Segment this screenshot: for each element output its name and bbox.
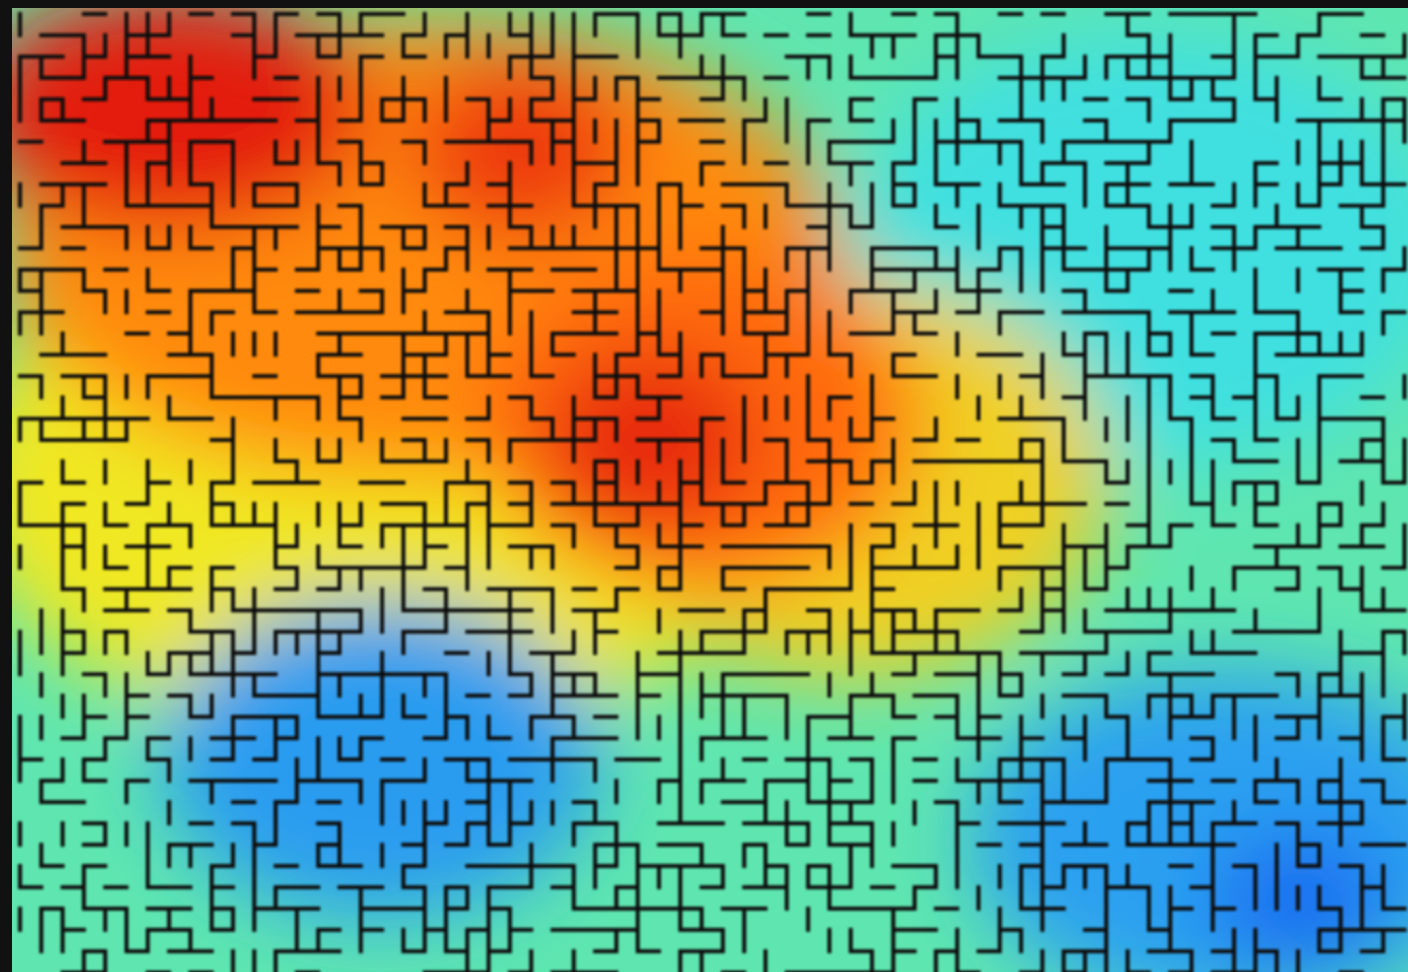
left-border	[0, 0, 12, 972]
top-border	[0, 0, 1408, 8]
maze-walls	[18, 12, 1407, 972]
